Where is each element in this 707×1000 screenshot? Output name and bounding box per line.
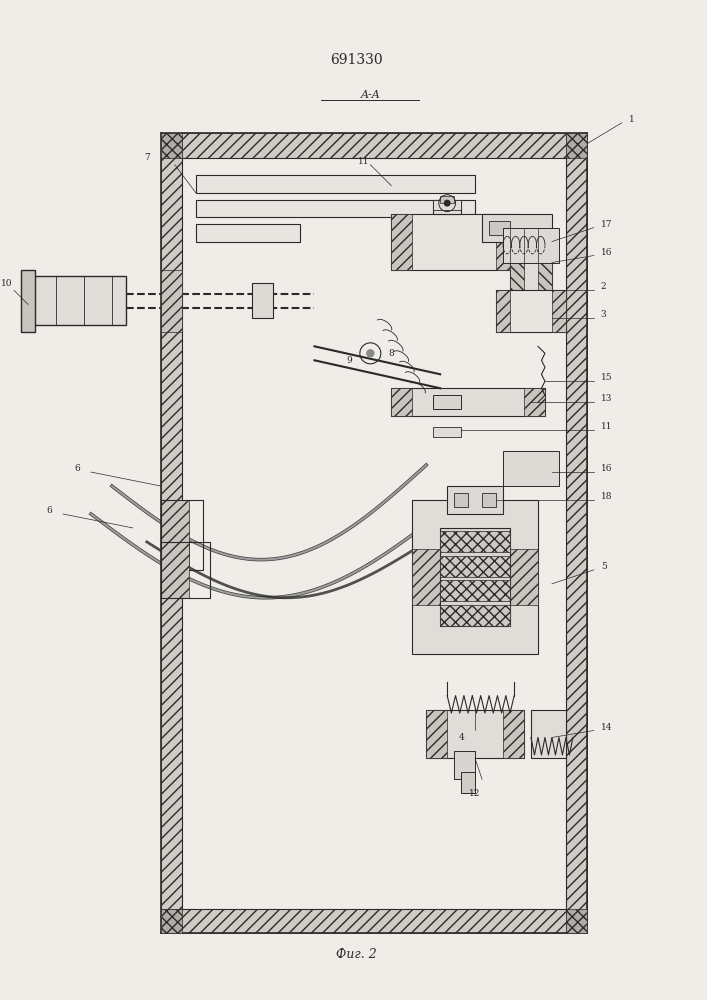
Bar bbox=[391, 214, 412, 270]
Bar bbox=[160, 270, 182, 332]
Text: 11: 11 bbox=[601, 422, 612, 431]
Bar bbox=[496, 290, 510, 332]
Bar bbox=[496, 214, 517, 270]
Bar bbox=[196, 200, 475, 217]
Bar bbox=[566, 909, 587, 933]
Text: 17: 17 bbox=[601, 220, 612, 229]
Text: 6: 6 bbox=[74, 464, 80, 473]
Bar bbox=[489, 221, 510, 235]
Bar bbox=[412, 549, 440, 605]
Bar bbox=[433, 427, 461, 437]
Bar bbox=[503, 451, 559, 486]
Bar bbox=[503, 228, 559, 263]
Bar bbox=[482, 493, 496, 507]
Bar bbox=[440, 528, 510, 626]
Bar bbox=[160, 500, 203, 570]
Text: 12: 12 bbox=[469, 789, 481, 798]
Bar bbox=[160, 542, 189, 598]
Bar bbox=[160, 909, 182, 933]
Bar bbox=[433, 200, 461, 214]
Bar bbox=[440, 556, 510, 577]
Bar bbox=[160, 500, 189, 570]
Bar bbox=[510, 549, 538, 605]
Text: 9: 9 bbox=[346, 356, 352, 365]
Bar bbox=[160, 542, 210, 598]
Bar bbox=[552, 290, 566, 332]
Text: 18: 18 bbox=[601, 492, 612, 501]
Bar bbox=[566, 133, 587, 158]
Bar bbox=[496, 290, 566, 332]
Bar bbox=[461, 772, 475, 793]
Text: 4: 4 bbox=[458, 733, 464, 742]
Text: 691330: 691330 bbox=[330, 53, 382, 67]
Bar bbox=[454, 493, 468, 507]
Bar bbox=[160, 137, 182, 909]
Bar bbox=[440, 196, 454, 203]
Bar bbox=[440, 531, 510, 552]
Bar bbox=[531, 710, 566, 758]
Text: 6: 6 bbox=[46, 506, 52, 515]
Bar bbox=[510, 249, 524, 304]
Text: 5: 5 bbox=[601, 562, 607, 571]
Bar bbox=[412, 500, 538, 654]
Text: 13: 13 bbox=[601, 394, 612, 403]
Text: 7: 7 bbox=[144, 153, 150, 162]
Bar bbox=[28, 276, 126, 325]
Bar bbox=[524, 388, 545, 416]
Text: Фиг. 2: Фиг. 2 bbox=[336, 948, 377, 961]
Bar bbox=[160, 133, 182, 158]
Bar bbox=[160, 133, 587, 158]
Circle shape bbox=[445, 200, 450, 206]
Text: 15: 15 bbox=[601, 373, 612, 382]
Text: 1: 1 bbox=[629, 115, 634, 124]
Text: 14: 14 bbox=[601, 723, 612, 732]
Circle shape bbox=[367, 350, 374, 357]
Bar bbox=[433, 200, 461, 210]
Bar bbox=[566, 133, 587, 933]
Bar bbox=[447, 486, 503, 514]
Bar bbox=[538, 249, 552, 304]
Bar bbox=[252, 283, 273, 318]
Bar bbox=[440, 580, 510, 601]
Bar bbox=[426, 710, 447, 758]
Bar bbox=[426, 710, 524, 758]
Text: A-A: A-A bbox=[361, 90, 380, 100]
Bar bbox=[196, 175, 475, 193]
Bar bbox=[454, 751, 475, 779]
Text: 11: 11 bbox=[358, 157, 369, 166]
Text: 16: 16 bbox=[601, 248, 612, 257]
Bar bbox=[482, 214, 552, 242]
Text: 10: 10 bbox=[1, 279, 13, 288]
Text: 3: 3 bbox=[601, 310, 607, 319]
Bar bbox=[391, 214, 517, 270]
Bar bbox=[503, 710, 524, 758]
Text: 8: 8 bbox=[388, 349, 395, 358]
Text: 16: 16 bbox=[601, 464, 612, 473]
Bar bbox=[510, 249, 552, 304]
Bar bbox=[440, 605, 510, 626]
Bar bbox=[21, 270, 35, 332]
Bar bbox=[391, 388, 412, 416]
Bar bbox=[391, 388, 545, 416]
Bar bbox=[433, 395, 461, 409]
Bar bbox=[160, 909, 587, 933]
Bar bbox=[196, 224, 300, 242]
Text: 2: 2 bbox=[601, 282, 607, 291]
